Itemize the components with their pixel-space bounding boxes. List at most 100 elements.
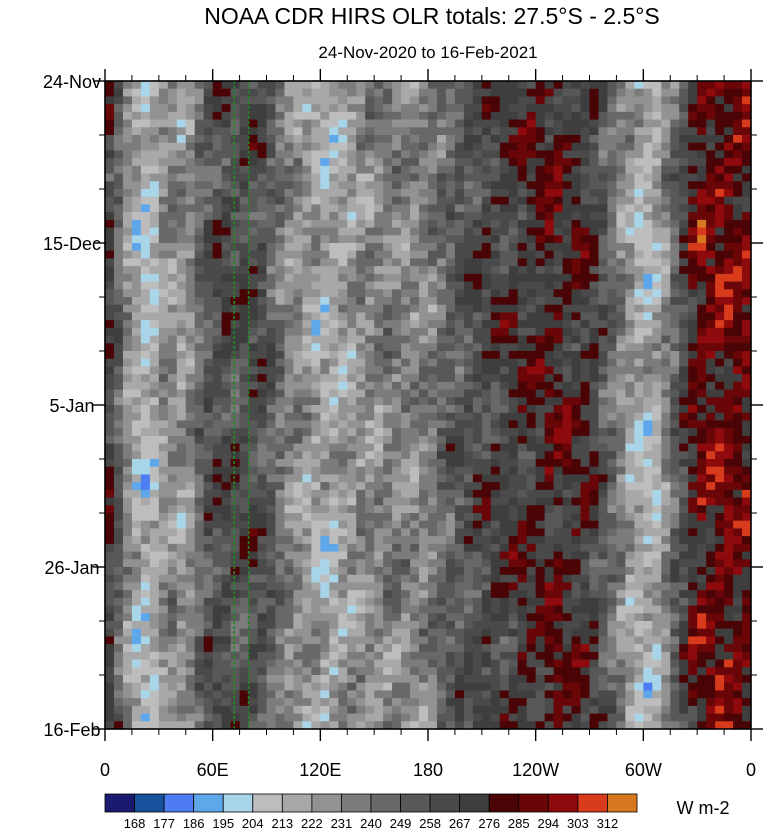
olr-cell <box>140 605 151 614</box>
olr-cell <box>356 451 366 460</box>
olr-cell <box>517 567 528 576</box>
olr-cell <box>311 366 321 375</box>
olr-cell <box>670 590 680 599</box>
olr-cell <box>472 165 483 175</box>
olr-cell <box>401 543 411 553</box>
olr-cell <box>481 320 492 329</box>
olr-cell <box>167 104 178 113</box>
olr-cell <box>634 358 644 368</box>
olr-cell <box>571 173 582 182</box>
olr-cell <box>508 88 519 98</box>
olr-cell <box>445 312 456 321</box>
olr-cell <box>697 551 707 560</box>
olr-cell <box>230 119 241 128</box>
olr-cell <box>230 304 241 314</box>
olr-cell <box>553 366 564 375</box>
olr-cell <box>499 111 510 121</box>
olr-cell <box>490 235 501 244</box>
olr-cell <box>311 412 321 422</box>
olr-cell <box>670 405 680 414</box>
olr-cell <box>356 104 366 113</box>
olr-cell <box>463 420 474 429</box>
olr-cell <box>679 366 689 375</box>
olr-cell <box>580 582 591 591</box>
olr-cell <box>571 559 582 568</box>
olr-cell <box>266 559 277 568</box>
olr-cell <box>158 559 169 568</box>
olr-cell <box>284 335 295 344</box>
olr-cell <box>670 528 680 537</box>
olr-cell <box>724 158 734 167</box>
olr-cell <box>365 235 375 244</box>
olr-cell <box>122 428 133 437</box>
olr-cell <box>607 312 618 321</box>
olr-cell <box>535 227 546 236</box>
olr-cell <box>580 150 591 159</box>
olr-cell <box>724 243 734 252</box>
olr-cell <box>428 590 438 599</box>
olr-cell <box>302 605 312 614</box>
olr-cell <box>463 505 474 514</box>
olr-cell <box>329 219 339 229</box>
olr-cell <box>742 111 751 121</box>
olr-cell <box>742 559 751 568</box>
olr-cell <box>356 335 366 344</box>
olr-cell <box>742 605 751 614</box>
olr-cell <box>535 266 546 275</box>
olr-cell <box>598 605 609 614</box>
olr-cell <box>149 358 160 368</box>
olr-cell <box>616 351 626 360</box>
olr-cell <box>122 528 133 537</box>
olr-cell <box>293 351 303 360</box>
olr-cell <box>580 597 591 607</box>
olr-cell <box>670 482 680 491</box>
olr-cell <box>733 435 743 445</box>
olr-cell <box>356 227 366 236</box>
olr-cell <box>428 127 438 136</box>
olr-cell <box>194 258 205 267</box>
olr-cell <box>410 212 420 221</box>
olr-cell <box>499 605 510 614</box>
olr-cell <box>221 443 232 452</box>
olr-cell <box>392 250 402 260</box>
olr-cell <box>275 412 286 422</box>
olr-cell <box>499 312 510 321</box>
olr-cell <box>580 266 591 275</box>
olr-cell <box>742 189 751 198</box>
olr-cell <box>194 235 205 244</box>
olr-cell <box>625 389 635 398</box>
olr-cell <box>580 590 591 599</box>
olr-cell <box>140 243 151 252</box>
olr-cell <box>571 459 582 468</box>
olr-cell <box>185 466 196 476</box>
olr-cell <box>239 351 250 360</box>
olr-cell <box>688 459 698 468</box>
olr-cell <box>688 104 698 113</box>
olr-cell <box>257 381 268 391</box>
olr-cell <box>724 451 734 460</box>
olr-cell <box>508 266 519 275</box>
olr-cell <box>562 219 573 229</box>
olr-cell <box>553 273 564 283</box>
olr-cell <box>688 312 698 321</box>
olr-cell <box>634 405 644 414</box>
olr-cell <box>733 597 743 607</box>
olr-cell <box>365 489 375 499</box>
olr-cell <box>293 405 303 414</box>
olr-cell <box>257 111 268 121</box>
olr-cell <box>374 397 384 406</box>
olr-cell <box>724 312 734 321</box>
olr-cell <box>239 88 250 98</box>
olr-cell <box>401 273 411 283</box>
olr-cell <box>589 474 600 483</box>
olr-cell <box>499 104 510 113</box>
olr-cell <box>122 466 133 476</box>
olr-cell <box>715 451 725 460</box>
olr-cell <box>481 119 492 128</box>
olr-cell <box>176 443 187 452</box>
olr-cell <box>625 81 635 90</box>
olr-cell <box>526 428 537 437</box>
olr-cell <box>311 397 321 406</box>
olr-cell <box>347 235 357 244</box>
olr-cell <box>715 559 725 568</box>
